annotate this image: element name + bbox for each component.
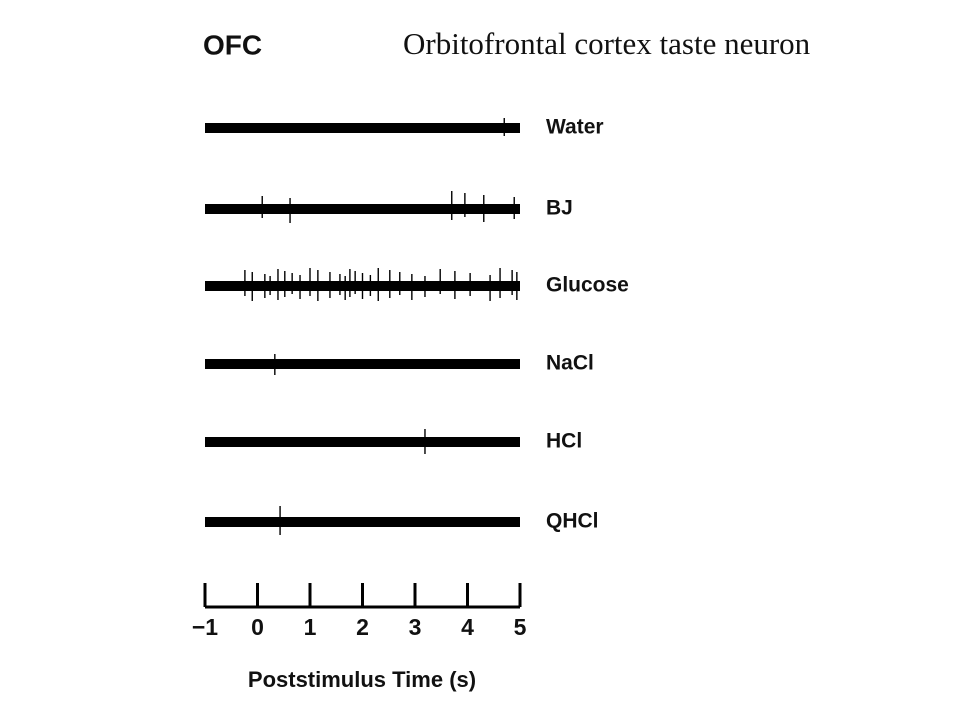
x-tick-label: 1 xyxy=(304,614,317,640)
chart-title: OFC xyxy=(203,29,262,60)
x-tick-label: 0 xyxy=(251,614,264,640)
trace xyxy=(205,204,520,214)
x-tick-label: 2 xyxy=(356,614,369,640)
trace-label: Water xyxy=(546,116,604,139)
trace xyxy=(205,517,520,527)
trace-label: NaCl xyxy=(546,352,594,375)
trace xyxy=(205,359,520,369)
trace-label: QHCl xyxy=(546,510,599,533)
trace xyxy=(205,437,520,447)
x-tick-label: −1 xyxy=(192,614,218,640)
trace xyxy=(205,123,520,133)
trace-label: HCl xyxy=(546,430,582,453)
x-axis-label: Poststimulus Time (s) xyxy=(248,667,476,692)
x-tick-label: 5 xyxy=(514,614,527,640)
trace-label: BJ xyxy=(546,197,573,220)
chart-subtitle: Orbitofrontal cortex taste neuron xyxy=(403,26,811,61)
x-tick-label: 3 xyxy=(409,614,422,640)
trace-label: Glucose xyxy=(546,274,629,297)
x-tick-label: 4 xyxy=(461,614,474,640)
